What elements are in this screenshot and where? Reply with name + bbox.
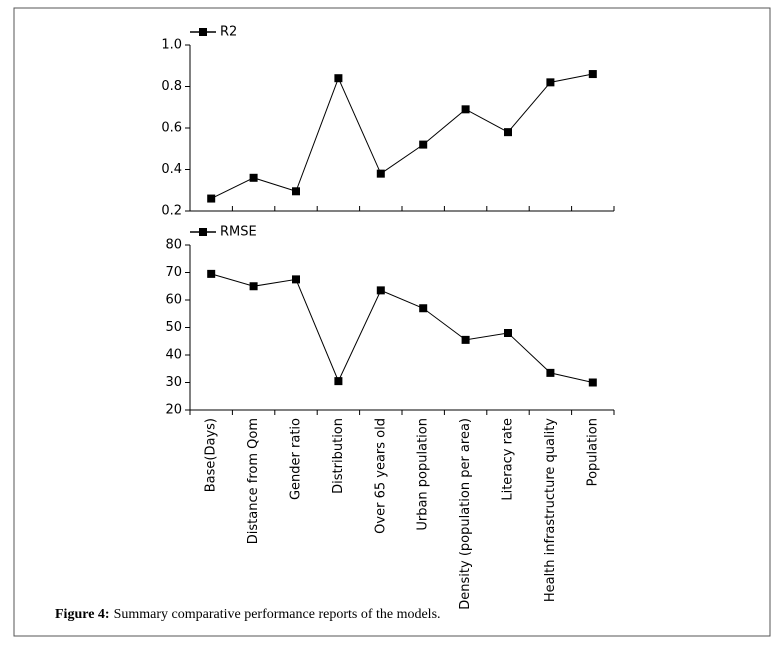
frame [13, 7, 771, 637]
y-tick-label: 30 [165, 375, 182, 390]
caption-label: Figure 4: [55, 607, 110, 622]
point [546, 78, 555, 87]
y-tick-label: 0.6 [161, 121, 182, 136]
y-tick-label: 80 [165, 238, 182, 253]
y-tick-label: 0.2 [161, 204, 182, 219]
legend-label: R2 [220, 25, 237, 40]
y-tick-label: 70 [165, 265, 182, 280]
y-tick-label: 0.8 [161, 79, 182, 94]
point [376, 286, 385, 295]
point [588, 378, 597, 387]
x-tick-label: Over 65 years old [373, 418, 388, 534]
caption-text: Summary comparative performance reports … [114, 607, 441, 622]
y-tick-label: 1.0 [161, 38, 182, 53]
y-tick-label: 40 [165, 348, 182, 363]
point [419, 304, 428, 313]
point [504, 329, 512, 337]
y-tick-label: 20 [165, 403, 182, 418]
point [461, 105, 470, 114]
legend-marker [199, 228, 207, 236]
legend-label: RMSE [220, 225, 257, 240]
point [334, 74, 343, 83]
y-tick-label: 0.4 [161, 162, 182, 177]
x-tick-label: Population [585, 418, 600, 486]
point [461, 335, 470, 344]
point [207, 194, 216, 203]
point [588, 70, 597, 79]
point [504, 128, 512, 137]
series-line [211, 273, 593, 383]
x-tick-label: Gender ratio [289, 418, 304, 500]
x-tick-label: Distance from Qom [246, 418, 261, 544]
point [334, 377, 343, 386]
caption: Figure 4: Summary comparative performance… [55, 607, 441, 622]
x-tick-label: Density (population per area) [458, 418, 473, 610]
legend-marker [199, 28, 207, 36]
point [419, 140, 428, 149]
series-line [210, 73, 593, 199]
x-tick-label: Literacy rate [501, 418, 516, 501]
point [292, 275, 300, 284]
point [207, 269, 216, 278]
x-tick-label: Distribution [331, 418, 346, 494]
point [546, 368, 555, 377]
x-tick-label: Health infrastructure quality [543, 418, 558, 602]
point [249, 173, 258, 182]
y-tick-label: 50 [165, 320, 182, 335]
x-tick-label: Base(Days) [204, 418, 219, 492]
x-tick-label: Urban population [416, 418, 431, 531]
y-tick-label: 60 [165, 293, 182, 308]
point [292, 187, 300, 196]
point [249, 282, 258, 291]
point [376, 169, 385, 178]
